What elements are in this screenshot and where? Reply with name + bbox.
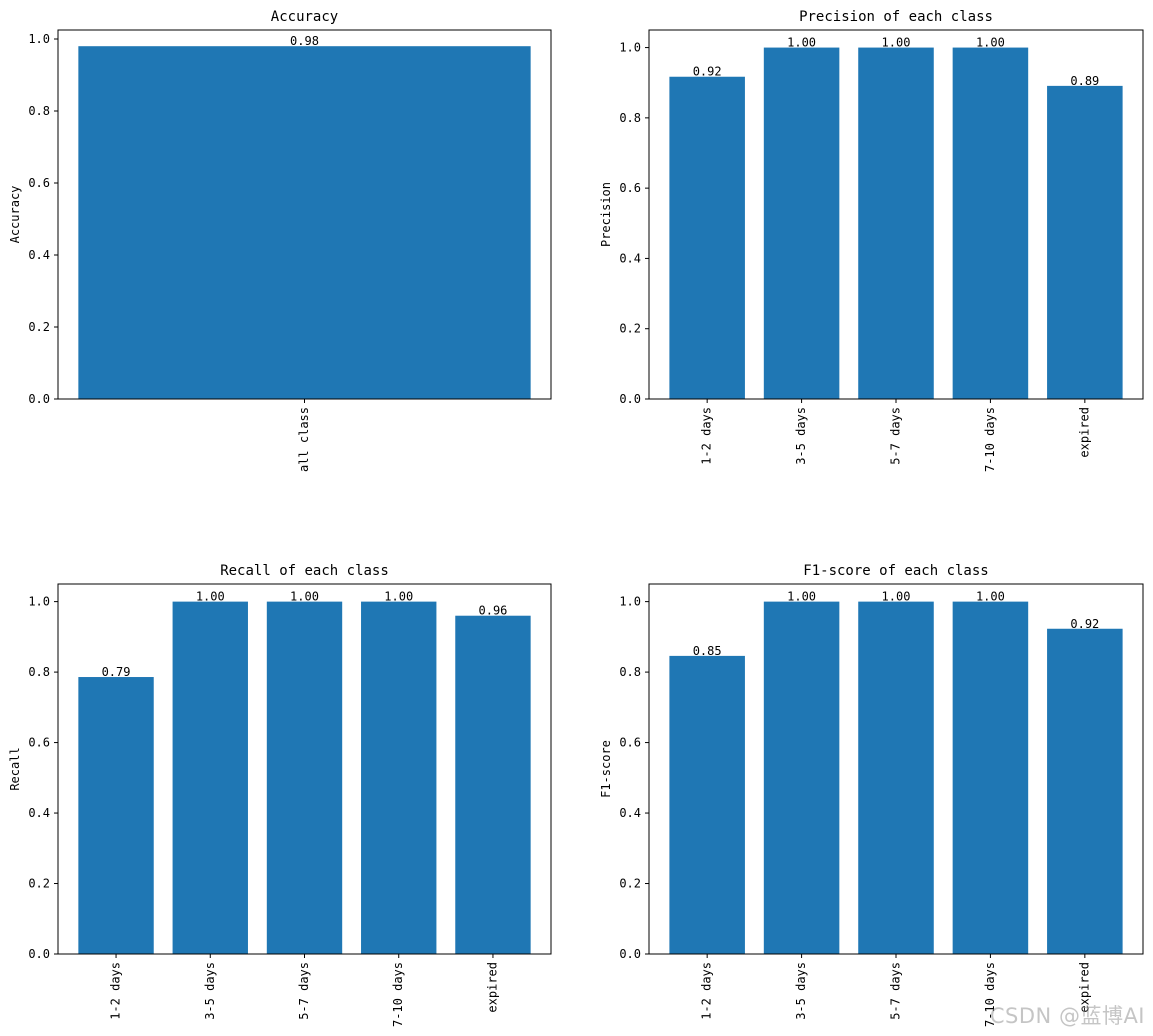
y-tick-label: 0.6: [619, 181, 641, 195]
data-label: 1.00: [976, 590, 1005, 604]
x-tick-label: expired: [485, 962, 499, 1013]
data-label: 0.92: [1070, 617, 1099, 631]
bar-1-2-days: [669, 655, 745, 954]
y-tick-label: 0.4: [619, 251, 641, 265]
y-tick-label: 1.0: [28, 32, 50, 46]
bar-7-10-days: [361, 601, 437, 954]
data-label: 0.79: [102, 665, 131, 679]
data-label: 0.96: [479, 604, 508, 618]
data-label: 1.00: [290, 590, 319, 604]
bar-3-5-days: [763, 601, 840, 954]
x-tick-label: 1-2 days: [700, 962, 714, 1020]
y-tick-label: 0.8: [619, 111, 641, 125]
x-tick-label: 5-7 days: [889, 962, 903, 1020]
y-tick-label: 0.2: [619, 877, 641, 891]
chart-title: Recall of each class: [220, 563, 389, 579]
y-tick-label: 1.0: [619, 41, 641, 55]
bar-1-2-days: [669, 76, 745, 400]
bar-1-2-days: [78, 677, 154, 954]
y-tick-label: 0.0: [619, 947, 641, 961]
bar-expired: [1047, 85, 1123, 400]
y-tick-label: 0.2: [619, 322, 641, 336]
x-tick-label: expired: [1077, 962, 1091, 1013]
bar-3-5-days: [763, 47, 840, 399]
y-tick-label: 0.8: [28, 104, 50, 118]
bar-5-7-days: [858, 47, 934, 399]
x-tick-label: all class: [297, 407, 311, 472]
y-tick-label: 0.4: [28, 248, 50, 262]
y-axis-label: Recall: [8, 747, 22, 790]
plot-frame: [648, 29, 1144, 400]
y-tick-label: 1.0: [28, 595, 50, 609]
x-tick-label: 7-10 days: [983, 962, 997, 1027]
bar-5-7-days: [266, 601, 343, 954]
bar-5-7-days: [858, 601, 934, 954]
x-tick-label: 5-7 days: [297, 962, 311, 1020]
plot-frame: [57, 29, 552, 400]
x-tick-label: 1-2 days: [109, 962, 123, 1020]
x-tick-label: 1-2 days: [700, 407, 714, 465]
y-tick-label: 0.0: [28, 392, 50, 406]
y-tick-label: 0.6: [28, 736, 50, 750]
chart-title: Precision of each class: [799, 9, 993, 25]
x-tick-label: 5-7 days: [889, 407, 903, 465]
x-tick-label: 7-10 days: [983, 407, 997, 472]
y-tick-label: 0.0: [619, 392, 641, 406]
data-label: 1.00: [976, 36, 1005, 50]
chart-title: Accuracy: [271, 9, 338, 25]
bar-3-5-days: [172, 601, 248, 954]
data-label: 0.92: [693, 65, 722, 79]
y-tick-label: 0.4: [619, 806, 641, 820]
chart-title: F1-score of each class: [803, 563, 988, 579]
x-tick-label: 3-5 days: [794, 407, 808, 465]
data-label: 0.98: [290, 34, 319, 48]
bar-expired: [1047, 628, 1123, 954]
data-label: 1.00: [196, 590, 225, 604]
x-tick-label: 7-10 days: [391, 962, 405, 1027]
y-axis-label: Accuracy: [8, 186, 22, 244]
plot-frame: [57, 583, 552, 955]
x-tick-label: expired: [1077, 407, 1091, 458]
y-tick-label: 0.8: [28, 665, 50, 679]
y-tick-label: 0.2: [28, 320, 50, 334]
data-label: 0.89: [1070, 74, 1099, 88]
y-tick-label: 0.6: [619, 736, 641, 750]
y-tick-label: 1.0: [619, 595, 641, 609]
bar-all-class: [78, 46, 531, 399]
chart-panel-1: 0.98 all class 0.0 0.2 0.4 0.6 0.8 1.0 Accuracy A…: [8, 9, 552, 472]
x-tick-label: 3-5 days: [794, 962, 808, 1020]
y-tick-label: 0.4: [28, 806, 50, 820]
plot-frame: [648, 583, 1144, 955]
y-tick-label: 0.0: [28, 947, 50, 961]
data-label: 1.00: [882, 590, 911, 604]
data-label: 1.00: [787, 590, 816, 604]
data-label: 0.85: [693, 644, 722, 658]
watermark: CSDN @蓝博AI: [989, 1004, 1145, 1028]
bar-expired: [455, 615, 531, 954]
data-label: 1.00: [787, 36, 816, 50]
y-tick-label: 0.2: [28, 877, 50, 891]
y-tick-label: 0.6: [28, 176, 50, 190]
bar-7-10-days: [952, 47, 1029, 399]
data-label: 1.00: [384, 590, 413, 604]
x-tick-label: 3-5 days: [203, 962, 217, 1020]
y-axis-label: F1-score: [599, 740, 613, 798]
y-tick-label: 0.8: [619, 665, 641, 679]
data-label: 1.00: [882, 36, 911, 50]
y-axis-label: Precision: [599, 182, 613, 247]
bar-7-10-days: [952, 601, 1029, 954]
